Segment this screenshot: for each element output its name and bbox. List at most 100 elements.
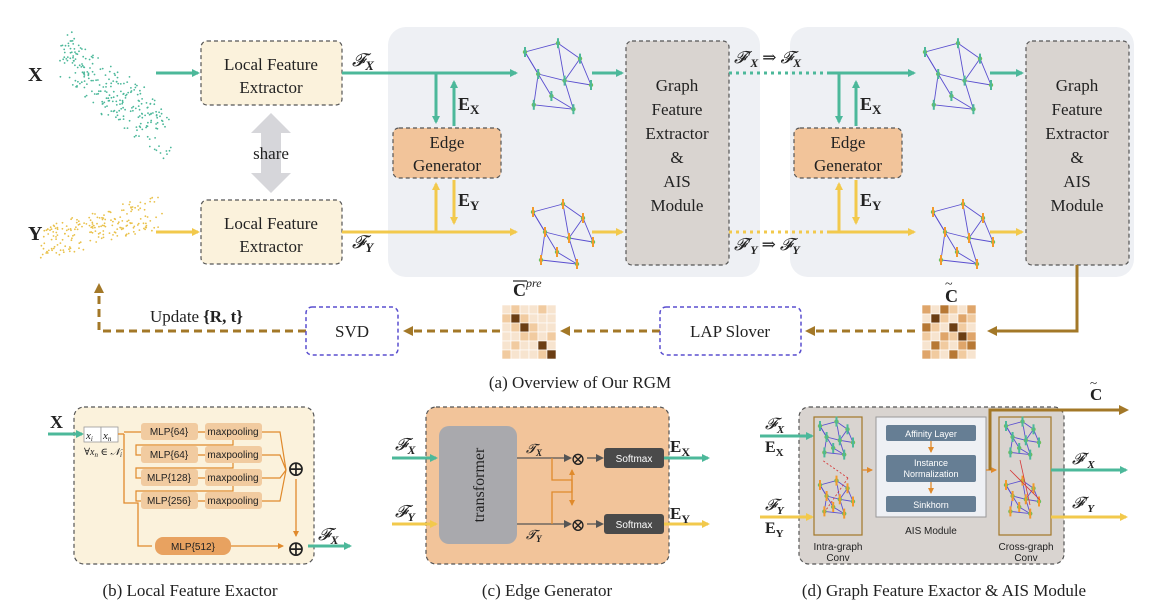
cloud-point [131, 208, 134, 211]
cloud-point [149, 103, 152, 105]
cloud-point [103, 224, 105, 227]
cloud-point [63, 51, 66, 54]
sinkhorn-block [886, 496, 976, 512]
edge-generator-1 [392, 127, 502, 179]
cloud-point [141, 98, 144, 100]
cloud-point [105, 91, 108, 93]
cloud-point [70, 229, 72, 232]
svg-text:~: ~ [1090, 375, 1097, 390]
cloud-point [136, 84, 138, 87]
cloud-point [93, 73, 96, 76]
cloud-point [123, 82, 125, 85]
local-extractor-top-l1: Local Feature [224, 55, 318, 74]
matrix-cell [948, 322, 959, 333]
cloud-point [65, 225, 68, 228]
cloud-point [139, 218, 142, 220]
cloud-point [106, 105, 108, 107]
matrix-cell [930, 304, 941, 315]
cloud-point [81, 225, 83, 228]
cloud-point [139, 207, 142, 210]
local-extractor-panel: X xi xn ∀xn ∈ 𝒩i MLP{64} maxpooling MLP{64… [48, 406, 352, 600]
cloud-point [134, 233, 137, 235]
cloud-point [46, 228, 49, 230]
cloud-point [146, 216, 149, 218]
cloud-point [101, 218, 104, 221]
cloud-point [155, 114, 158, 116]
graph-edge [957, 43, 966, 81]
cloud-point [92, 79, 94, 82]
cloud-point [64, 245, 67, 248]
cloud-point [61, 44, 64, 47]
local-input-x: X [50, 412, 63, 432]
caption-d: (d) Graph Feature Exactor & AIS Module [802, 581, 1086, 600]
pool-block [205, 446, 262, 463]
cloud-point [91, 221, 94, 224]
xi-cell: xi [85, 430, 93, 443]
mlp-block [141, 446, 198, 463]
cloud-point [135, 126, 138, 128]
mlp-label: MLP{128} [147, 473, 192, 484]
cloud-point [155, 110, 158, 113]
cloud-point [156, 116, 159, 119]
cloud-point [147, 112, 149, 114]
cloud-point [115, 80, 118, 83]
graph-edge [940, 259, 978, 265]
cloud-point [153, 103, 156, 106]
cloud-point [91, 223, 94, 225]
cloud-point [92, 224, 95, 227]
cloud-point [107, 114, 110, 116]
gfe1-l1: Graph [656, 76, 699, 95]
matrix-cell [957, 313, 968, 324]
cloud-point [98, 225, 100, 228]
affinity-label: Affinity Layer [905, 429, 957, 439]
cloud-point [97, 232, 100, 235]
cloud-point [149, 197, 152, 200]
mlp-label: MLP{256} [147, 496, 192, 507]
cloud-point [102, 233, 105, 236]
matrix-cell [546, 349, 557, 360]
cloud-point [110, 96, 113, 99]
caption-c: (c) Edge Generator [482, 581, 613, 600]
cloud-point [67, 235, 70, 238]
graph-edge [551, 95, 574, 110]
cloud-point [144, 114, 147, 117]
cloud-point [97, 57, 99, 59]
edge-in-y: 𝓕Y [395, 502, 417, 524]
graph-edge [968, 237, 994, 243]
cloud-point [72, 59, 75, 62]
g-in-ey: EY [765, 520, 784, 540]
graph-edge [839, 498, 854, 502]
cloud-point [136, 224, 139, 226]
intra-graph-box [813, 416, 863, 536]
cloud-point [149, 200, 152, 203]
cloud-point [94, 226, 96, 229]
share-arrow [251, 113, 291, 193]
cloud-point [78, 64, 81, 67]
matrix-cell [501, 349, 512, 360]
cloud-point [76, 228, 79, 231]
cloud-point [101, 224, 104, 227]
cloud-point [90, 231, 93, 233]
cloud-point [153, 201, 156, 203]
cloud-point [143, 208, 146, 211]
edge-generator-2-l2: Generator [814, 156, 882, 175]
graph-edge [1022, 480, 1034, 489]
gfe1-l6: Module [651, 196, 704, 215]
cloud-point [69, 57, 72, 60]
cloud-point [164, 125, 166, 128]
pool-label: maxpooling [207, 473, 258, 484]
cloud-point [109, 211, 112, 214]
instance-norm-block [886, 455, 976, 482]
graph-edge [968, 237, 978, 265]
cloud-point [128, 203, 131, 206]
cloud-point [103, 222, 106, 225]
cloud-point [76, 66, 79, 69]
cloud-point [49, 226, 52, 229]
edge-out-y: EY [670, 504, 690, 526]
graph-edge [544, 231, 570, 239]
matrix-cell [966, 349, 977, 360]
graph-edge [819, 421, 837, 427]
cloud-point [72, 56, 74, 59]
cloud-point [87, 72, 90, 75]
cloud-point [73, 37, 76, 40]
